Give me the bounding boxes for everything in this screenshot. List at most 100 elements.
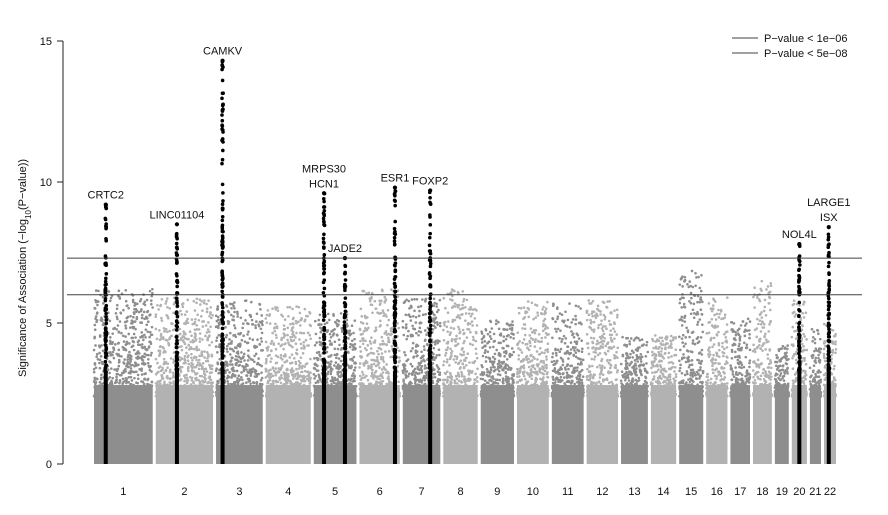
snp-point xyxy=(493,357,497,361)
snp-point xyxy=(354,384,358,388)
snp-point xyxy=(282,324,286,327)
snp-point xyxy=(283,342,287,346)
snp-point xyxy=(459,394,463,398)
snp-point xyxy=(208,388,211,391)
snp-point xyxy=(227,382,230,386)
snp-point xyxy=(353,369,356,372)
snp-point xyxy=(396,395,400,398)
snp-point xyxy=(119,373,123,377)
snp-point xyxy=(267,386,270,389)
snp-point xyxy=(129,314,132,318)
snp-point xyxy=(250,368,254,371)
snp-point xyxy=(442,360,446,363)
snp-point xyxy=(498,386,501,390)
snp-point xyxy=(225,347,229,351)
snp-point xyxy=(235,386,238,389)
snp-point xyxy=(264,317,268,320)
snp-point xyxy=(544,307,548,310)
snp-point xyxy=(286,372,290,376)
snp-point xyxy=(487,381,490,385)
snp-point xyxy=(435,305,439,308)
snp-point xyxy=(101,362,105,366)
snp-point xyxy=(205,307,209,310)
snp-point xyxy=(451,318,455,322)
snp-point xyxy=(407,385,411,389)
snp-point xyxy=(376,358,379,362)
snp-point xyxy=(291,330,295,334)
snp-point xyxy=(353,337,356,341)
snp-point xyxy=(546,300,549,304)
snp-point xyxy=(268,353,272,357)
snp-point xyxy=(253,345,256,349)
snp-point xyxy=(232,318,236,322)
snp-point xyxy=(306,331,310,335)
snp-point xyxy=(186,391,189,395)
snp-point xyxy=(512,337,515,340)
snp-point xyxy=(363,314,367,318)
snp-point xyxy=(122,392,125,396)
snp-point xyxy=(382,392,386,396)
snp-point xyxy=(206,328,210,331)
snp-point xyxy=(115,303,119,307)
snp-point xyxy=(257,357,260,360)
snp-point xyxy=(127,306,130,310)
snp-point xyxy=(237,393,241,396)
snp-point xyxy=(255,387,259,390)
snp-point xyxy=(505,334,509,338)
snp-point xyxy=(249,382,252,385)
snp-point xyxy=(230,391,233,394)
snp-point xyxy=(209,306,213,309)
snp-point xyxy=(179,338,183,341)
snp-point xyxy=(228,331,232,335)
snp-point xyxy=(332,378,335,382)
snp-point xyxy=(110,379,113,383)
snp-point xyxy=(389,329,393,333)
snp-point xyxy=(529,327,533,330)
snp-point xyxy=(146,330,150,334)
snp-point xyxy=(334,320,337,324)
snp-point xyxy=(330,376,334,379)
snp-point xyxy=(413,327,417,331)
snp-point xyxy=(473,307,477,311)
snp-point xyxy=(361,342,365,346)
snp-point xyxy=(190,356,193,360)
snp-point xyxy=(202,387,206,391)
snp-point xyxy=(379,386,382,390)
snp-point xyxy=(533,367,537,371)
snp-point xyxy=(294,394,298,398)
snp-point xyxy=(387,318,391,322)
snp-point xyxy=(126,355,130,359)
snp-point xyxy=(438,298,442,302)
snp-point xyxy=(358,328,362,332)
snp-point xyxy=(338,375,341,378)
snp-point xyxy=(128,362,131,365)
snp-point xyxy=(232,349,236,353)
snp-point xyxy=(130,388,134,392)
snp-point xyxy=(150,384,154,388)
snp-point xyxy=(375,356,379,359)
snp-point xyxy=(150,380,154,384)
snp-point xyxy=(239,360,243,364)
snp-point xyxy=(109,341,113,345)
snp-point xyxy=(200,300,204,303)
snp-point xyxy=(270,357,273,360)
snp-point xyxy=(215,336,219,339)
snp-point xyxy=(329,379,333,383)
snp-point xyxy=(291,391,295,394)
snp-point xyxy=(348,329,352,333)
snp-point xyxy=(418,363,421,367)
snp-point xyxy=(118,297,122,300)
snp-point xyxy=(113,393,117,397)
snp-point xyxy=(481,346,484,350)
snp-point xyxy=(218,357,222,361)
snp-point xyxy=(455,357,459,361)
snp-point xyxy=(453,379,456,382)
snp-point xyxy=(306,394,310,398)
snp-point xyxy=(489,368,493,372)
y-tick-label: 0 xyxy=(46,459,52,471)
snp-point xyxy=(215,388,219,392)
snp-point xyxy=(225,360,228,364)
snp-point xyxy=(200,392,204,395)
snp-point xyxy=(234,335,238,339)
snp-point xyxy=(289,322,292,326)
